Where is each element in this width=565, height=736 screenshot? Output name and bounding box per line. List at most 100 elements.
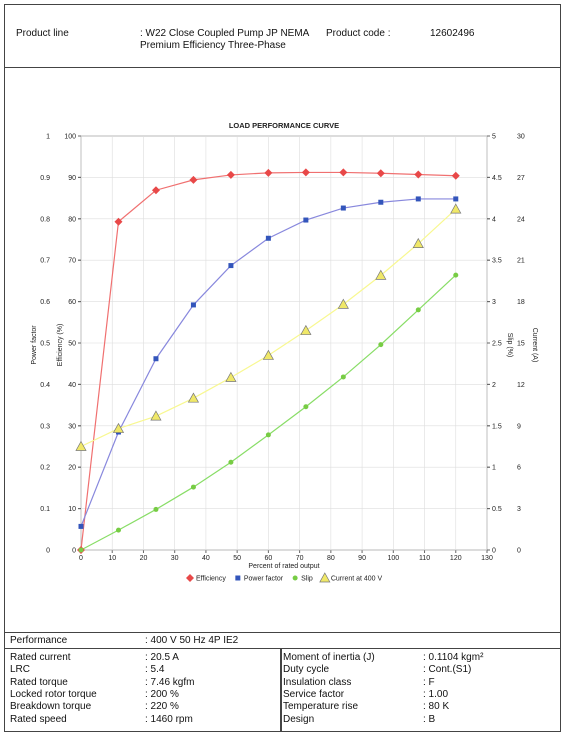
spec-text: : 220 % [145, 701, 179, 713]
label: Performance [10, 635, 68, 646]
y-tick-label: 0.5 [40, 341, 50, 348]
y-tick-label: 1 [46, 134, 50, 141]
legend-marker [292, 575, 298, 581]
y-tick-label: 12 [517, 382, 525, 389]
y-tick-label: 4.5 [492, 175, 502, 182]
divider [280, 648, 282, 732]
x-tick-label: 0 [79, 555, 83, 562]
y-tick-label: 30 [517, 134, 525, 141]
y-tick-label: 24 [517, 216, 525, 223]
data-point [153, 356, 159, 362]
x-tick-label: 60 [264, 555, 272, 562]
spec-text: Locked rotor torque [10, 688, 97, 700]
data-point [265, 235, 271, 241]
y-tick-label: 3 [517, 506, 521, 513]
spec-text: : 80 K [423, 701, 450, 713]
data-point [225, 371, 237, 382]
x-axis-label: Percent of rated output [248, 563, 319, 570]
data-point [150, 410, 162, 421]
y-tick-label: 0.3 [40, 423, 50, 430]
data-point [415, 196, 421, 202]
y-tick-label: 1 [492, 465, 496, 472]
y-tick-label: 0.1 [40, 506, 50, 513]
data-point [451, 171, 460, 180]
spec-text: Rated current [10, 652, 71, 663]
spec-text: : 0.1104 kgm² [423, 652, 484, 663]
x-tick-label: 110 [419, 555, 430, 562]
y-tick-label: 70 [68, 258, 76, 265]
y-tick-label: 0 [72, 548, 76, 555]
legend-marker [235, 575, 241, 581]
spec-text: Duty cycle [283, 664, 330, 676]
data-point [376, 169, 385, 178]
spec-text: Insulation class [283, 676, 352, 688]
data-point [190, 484, 196, 490]
y-tick-label: 40 [68, 382, 76, 389]
x-tick-label: 30 [171, 555, 179, 562]
data-point [265, 432, 271, 438]
legend-label: Efficiency [196, 576, 226, 583]
y-tick-label: 21 [517, 258, 525, 265]
spec-text: : 7.46 kgfm [145, 676, 195, 688]
data-point [78, 547, 84, 553]
y-tick-label: 0 [46, 548, 50, 555]
y-tick-label: 0 [517, 548, 521, 555]
y-tick-label: 0.7 [40, 258, 50, 265]
y-tick-label: 10 [68, 506, 76, 513]
spec-text: : 20.5 A [145, 652, 179, 663]
y-tick-label: 5 [492, 134, 496, 141]
y-tick-label: 9 [517, 423, 521, 430]
data-point [153, 506, 159, 512]
data-point [378, 342, 384, 348]
spec-text: Rated speed [10, 713, 67, 725]
x-tick-label: 50 [233, 555, 241, 562]
data-point [78, 523, 84, 529]
data-point [340, 374, 346, 380]
y-tick-label: 0.4 [40, 382, 50, 389]
data-point [228, 459, 234, 465]
data-point [303, 217, 309, 223]
data-point [450, 203, 462, 214]
y-tick-label: 30 [68, 423, 76, 430]
spec-text: : B [423, 713, 436, 725]
data-point [378, 199, 384, 205]
data-point [187, 392, 200, 403]
value: : W22 Close Coupled Pump JP NEMA Premium… [140, 28, 309, 51]
x-tick-label: 70 [296, 555, 304, 562]
spec-text: Service factor [283, 688, 345, 700]
y-tick-label: 18 [517, 299, 525, 306]
y-tick-label: 4 [492, 216, 496, 223]
x-tick-label: 10 [108, 555, 116, 562]
y-tick-label: 0.5 [492, 506, 502, 513]
y-tick-label: 0 [492, 548, 496, 555]
data-point [75, 440, 87, 451]
legend-label: Slip [301, 576, 313, 583]
y-axis-label: Slip (%) [506, 333, 513, 358]
chart: LOAD PERFORMANCE CURVE Percent of rated … [31, 121, 538, 583]
data-point [114, 217, 123, 226]
spec-text: : F [423, 676, 435, 688]
data-point [339, 168, 348, 177]
x-tick-label: 100 [387, 555, 399, 562]
legend-marker [319, 572, 331, 583]
data-point [262, 349, 274, 360]
value: : 400 V 50 Hz 4P IE2 [145, 635, 239, 646]
data-point [340, 205, 346, 211]
data-point [190, 302, 196, 308]
data-point [415, 307, 421, 313]
y-tick-label: 80 [68, 216, 76, 223]
y-tick-label: 20 [68, 465, 76, 472]
legend-label: Power factor [244, 576, 284, 583]
spec-text: Temperature rise [283, 701, 359, 713]
legend-label: Current at 400 V [331, 576, 383, 583]
data-point [300, 324, 312, 335]
data-point [453, 272, 459, 278]
y-tick-label: 15 [517, 341, 525, 348]
y-tick-label: 50 [68, 341, 76, 348]
spec-text: Rated torque [10, 676, 68, 688]
y-axis-label: Efficiency (%) [57, 324, 64, 367]
y-tick-label: 6 [517, 465, 521, 472]
data-point [412, 237, 424, 248]
performance-row [4, 632, 561, 649]
y-tick-label: 0.6 [40, 299, 50, 306]
